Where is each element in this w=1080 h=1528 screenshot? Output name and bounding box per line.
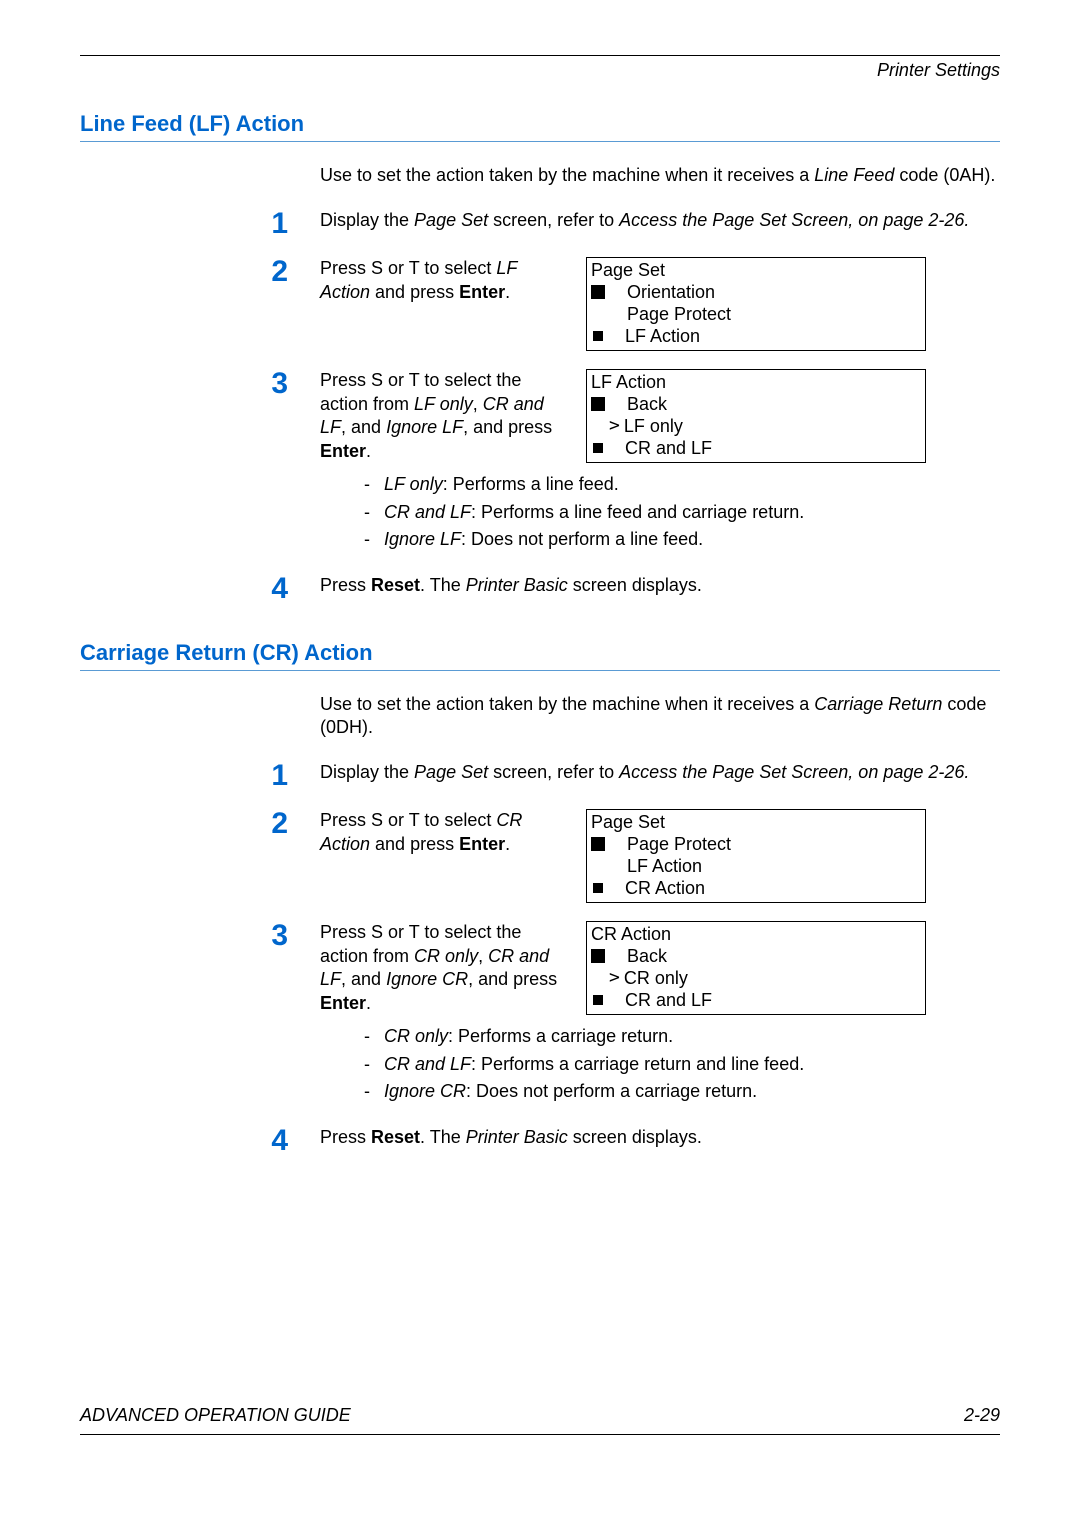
footer-left: ADVANCED OPERATION GUIDE [80, 1405, 351, 1426]
lcd-marker-icon [591, 397, 605, 411]
bullet-dash-icon: - [364, 528, 370, 551]
step-body: Press S or T to select LF Action and pre… [320, 257, 1000, 351]
lcd-panel: Page Set Orientation Page Protect LF Act… [586, 257, 926, 351]
lf-intro: Use to set the action taken by the machi… [320, 164, 1000, 187]
lf-step-2: 2 Press S or T to select LF Action and p… [80, 257, 1000, 351]
step-text: Press S or T to select CR Action and pre… [320, 809, 570, 856]
bullet-dash-icon: - [364, 501, 370, 524]
step-text: Press S or T to select the action from C… [320, 921, 570, 1015]
step-text: Press S or T to select LF Action and pre… [320, 257, 570, 304]
step-number: 4 [80, 574, 320, 604]
lcd-title: CR Action [591, 923, 671, 946]
cr-step-2: 2 Press S or T to select CR Action and p… [80, 809, 1000, 903]
lcd-panel: CR Action Back >CR only CR and LF [586, 921, 926, 1015]
page-frame: Printer Settings Line Feed (LF) Action U… [80, 55, 1000, 1435]
step-number: 3 [80, 921, 320, 951]
step-body: Display the Page Set screen, refer to Ac… [320, 761, 1000, 784]
step-body: Display the Page Set screen, refer to Ac… [320, 209, 1000, 232]
running-footer: ADVANCED OPERATION GUIDE 2-29 [80, 1405, 1000, 1426]
step-number: 2 [80, 257, 320, 287]
step-body: Press Reset. The Printer Basic screen di… [320, 1126, 1000, 1149]
step-text: Press S or T to select the action from L… [320, 369, 570, 463]
running-header: Printer Settings [80, 56, 1000, 111]
lcd-marker-icon [593, 995, 603, 1005]
step-body: Press Reset. The Printer Basic screen di… [320, 574, 1000, 597]
bullet-dash-icon: - [364, 1053, 370, 1076]
lcd-panel: LF Action Back >LF only CR and LF [586, 369, 926, 463]
cr-step-3: 3 Press S or T to select the action from… [80, 921, 1000, 1107]
bullet-dash-icon: - [364, 473, 370, 496]
lf-step-3: 3 Press S or T to select the action from… [80, 369, 1000, 555]
lcd-title: Page Set [591, 259, 665, 282]
step-body: Press S or T to select the action from C… [320, 921, 1000, 1107]
step-body: Press S or T to select the action from L… [320, 369, 1000, 555]
cr-step-4: 4 Press Reset. The Printer Basic screen … [80, 1126, 1000, 1156]
step-number: 1 [80, 209, 320, 239]
cr-intro: Use to set the action taken by the machi… [320, 693, 1000, 740]
footer-right: 2-29 [964, 1405, 1000, 1426]
lcd-marker-icon [591, 949, 605, 963]
step-body: Press S or T to select CR Action and pre… [320, 809, 1000, 903]
lcd-marker-icon [591, 837, 605, 851]
step-number: 4 [80, 1126, 320, 1156]
lcd-marker-icon [593, 883, 603, 893]
bullet-list: -CR only: Performs a carriage return. -C… [320, 1025, 1000, 1103]
step-number: 3 [80, 369, 320, 399]
section-heading-lf: Line Feed (LF) Action [80, 111, 1000, 142]
lcd-caret-icon: > [609, 967, 620, 990]
section-heading-cr: Carriage Return (CR) Action [80, 640, 1000, 671]
lf-step-1: 1 Display the Page Set screen, refer to … [80, 209, 1000, 239]
lcd-marker-icon [591, 285, 605, 299]
header-right: Printer Settings [877, 60, 1000, 81]
step-number: 1 [80, 761, 320, 791]
lcd-title: Page Set [591, 811, 665, 834]
bullet-dash-icon: - [364, 1025, 370, 1048]
step-number: 2 [80, 809, 320, 839]
lcd-caret-icon: > [609, 415, 620, 438]
bullet-list: -LF only: Performs a line feed. -CR and … [320, 473, 1000, 551]
lf-step-4: 4 Press Reset. The Printer Basic screen … [80, 574, 1000, 604]
lcd-marker-icon [593, 331, 603, 341]
lcd-marker-icon [593, 443, 603, 453]
lcd-panel: Page Set Page Protect LF Action CR Actio… [586, 809, 926, 903]
cr-step-1: 1 Display the Page Set screen, refer to … [80, 761, 1000, 791]
lcd-title: LF Action [591, 371, 666, 394]
bullet-dash-icon: - [364, 1080, 370, 1103]
